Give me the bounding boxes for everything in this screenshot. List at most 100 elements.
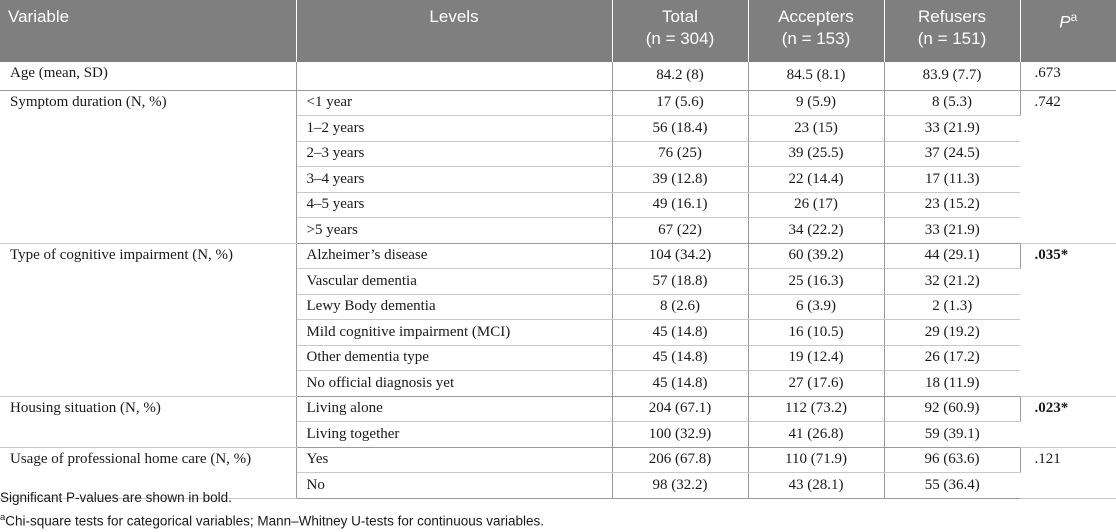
cell-level xyxy=(296,62,613,91)
cell-variable: Housing situation (N, %) xyxy=(0,396,297,448)
cell-accepters: 19 (12.4) xyxy=(748,345,885,371)
cell-refusers: 18 (11.9) xyxy=(884,370,1020,397)
table-header-row: Variable Levels Total (n = 304) Accepter… xyxy=(0,0,1116,62)
header-p-value: Pa xyxy=(1020,0,1116,62)
cell-p-value: .673 xyxy=(1020,62,1116,91)
cell-refusers: 44 (29.1) xyxy=(884,243,1021,269)
table-body: Age (mean, SD) 84.2 (8) 84.5 (8.1) 83.9 (7.… xyxy=(0,62,1116,499)
cell-accepters: 27 (17.6) xyxy=(748,370,885,397)
note-tests-text: Chi-square tests for categorical variabl… xyxy=(5,513,544,529)
cell-refusers: 55 (36.4) xyxy=(884,472,1020,499)
table-row: Vascular dementia 57 (18.8) 25 (16.3) 32 (2… xyxy=(0,268,1116,295)
header-total-n: (n = 304) xyxy=(645,29,715,48)
cell-refusers: 23 (15.2) xyxy=(884,192,1020,218)
cell-p-value: .023* xyxy=(1020,396,1116,448)
table-row: No 98 (32.2) 43 (28.1) 55 (36.4) xyxy=(0,472,1116,499)
table-row: Age (mean, SD) 84.2 (8) 84.5 (8.1) 83.9 (7.… xyxy=(0,62,1116,91)
cell-refusers: 92 (60.9) xyxy=(884,396,1021,422)
cell-total: 67 (22) xyxy=(612,217,749,244)
cell-refusers: 26 (17.2) xyxy=(884,345,1020,371)
cell-total: 49 (16.1) xyxy=(612,192,749,218)
header-refusers-n: (n = 151) xyxy=(917,29,987,48)
table-row: No official diagnosis yet 45 (14.8) 27 (17… xyxy=(0,370,1116,397)
cell-total: 206 (67.8) xyxy=(612,447,749,473)
cell-refusers: 33 (21.9) xyxy=(884,115,1020,142)
cell-total: 39 (12.8) xyxy=(612,166,749,193)
header-refusers: Refusers (n = 151) xyxy=(884,0,1021,62)
cell-accepters: 110 (71.9) xyxy=(748,447,885,473)
header-p-label: P xyxy=(1059,12,1071,32)
cell-variable: Usage of professional home care (N, %) xyxy=(0,447,297,499)
cell-accepters: 34 (22.2) xyxy=(748,217,885,244)
cell-level: <1 year xyxy=(296,90,613,116)
cell-variable: Age (mean, SD) xyxy=(0,62,297,91)
header-total-label: Total xyxy=(662,7,698,26)
cell-level: Vascular dementia xyxy=(296,268,613,295)
table-row: Usage of professional home care (N, %) Ye… xyxy=(0,447,1116,499)
cell-level: 1–2 years xyxy=(296,115,613,142)
header-total: Total (n = 304) xyxy=(612,0,749,62)
cell-p-value: .035* xyxy=(1020,243,1116,397)
cell-level: 4–5 years xyxy=(296,192,613,218)
cell-total: 8 (2.6) xyxy=(612,294,749,320)
cell-level: Living together xyxy=(296,421,613,448)
cell-level: Mild cognitive impairment (MCI) xyxy=(296,319,613,346)
cell-accepters: 25 (16.3) xyxy=(748,268,885,295)
cell-level: 3–4 years xyxy=(296,166,613,193)
cell-accepters: 22 (14.4) xyxy=(748,166,885,193)
cell-refusers: 8 (5.3) xyxy=(884,90,1021,116)
cell-total: 84.2 (8) xyxy=(612,62,749,91)
cell-refusers: 2 (1.3) xyxy=(884,294,1020,320)
cell-accepters: 16 (10.5) xyxy=(748,319,885,346)
cell-variable: Symptom duration (N, %) xyxy=(0,90,297,244)
cell-total: 100 (32.9) xyxy=(612,421,749,448)
cell-p-value: .742 xyxy=(1020,90,1116,244)
cell-p-value: .121 xyxy=(1020,447,1116,499)
table-row: Living together 100 (32.9) 41 (26.8) 59 (39… xyxy=(0,421,1116,448)
table-row: Lewy Body dementia 8 (2.6) 6 (3.9) 2 (1.3) xyxy=(0,294,1116,320)
cell-accepters: 39 (25.5) xyxy=(748,141,885,167)
cell-accepters: 60 (39.2) xyxy=(748,243,885,269)
note-significance: Significant P-values are shown in bold. xyxy=(0,490,232,505)
cell-refusers: 32 (21.2) xyxy=(884,268,1020,295)
cell-total: 104 (34.2) xyxy=(612,243,749,269)
note-tests-sup: a xyxy=(0,512,6,523)
cell-accepters: 41 (26.8) xyxy=(748,421,885,448)
header-accepters-n: (n = 153) xyxy=(781,29,851,48)
cell-accepters: 43 (28.1) xyxy=(748,472,885,499)
cell-total: 17 (5.6) xyxy=(612,90,749,116)
cell-accepters: 23 (15) xyxy=(748,115,885,142)
cell-total: 45 (14.8) xyxy=(612,370,749,397)
table-row: 2–3 years 76 (25) 39 (25.5) 37 (24.5) xyxy=(0,141,1116,167)
cell-level: >5 years xyxy=(296,217,613,244)
cell-total: 57 (18.8) xyxy=(612,268,749,295)
cell-refusers: 33 (21.9) xyxy=(884,217,1020,244)
cell-level: Lewy Body dementia xyxy=(296,294,613,320)
table-row: Housing situation (N, %) Living alone 204 … xyxy=(0,396,1116,448)
header-accepters: Accepters (n = 153) xyxy=(748,0,885,62)
table-row: 1–2 years 56 (18.4) 23 (15) 33 (21.9) xyxy=(0,115,1116,142)
table-row: 3–4 years 39 (12.8) 22 (14.4) 17 (11.3) xyxy=(0,166,1116,193)
cell-refusers: 29 (19.2) xyxy=(884,319,1020,346)
cell-level: 2–3 years xyxy=(296,141,613,167)
cell-refusers: 17 (11.3) xyxy=(884,166,1020,193)
cell-total: 76 (25) xyxy=(612,141,749,167)
cell-refusers: 59 (39.1) xyxy=(884,421,1020,448)
table-row: Mild cognitive impairment (MCI) 45 (14.8)… xyxy=(0,319,1116,346)
table-row: 4–5 years 49 (16.1) 26 (17) 23 (15.2) xyxy=(0,192,1116,218)
cell-refusers: 96 (63.6) xyxy=(884,447,1021,473)
cell-total: 98 (32.2) xyxy=(612,472,749,499)
cell-accepters: 6 (3.9) xyxy=(748,294,885,320)
header-levels: Levels xyxy=(296,0,613,62)
cell-level: No xyxy=(296,472,613,499)
cell-total: 45 (14.8) xyxy=(612,319,749,346)
cell-total: 56 (18.4) xyxy=(612,115,749,142)
cell-level: No official diagnosis yet xyxy=(296,370,613,397)
cell-accepters: 26 (17) xyxy=(748,192,885,218)
table-row: >5 years 67 (22) 34 (22.2) 33 (21.9) xyxy=(0,217,1116,244)
note-tests: aChi-square tests for categorical variab… xyxy=(0,508,1116,529)
cell-accepters: 9 (5.9) xyxy=(748,90,885,116)
cell-total: 45 (14.8) xyxy=(612,345,749,371)
cell-accepters: 84.5 (8.1) xyxy=(748,62,885,91)
header-refusers-label: Refusers xyxy=(917,7,987,26)
